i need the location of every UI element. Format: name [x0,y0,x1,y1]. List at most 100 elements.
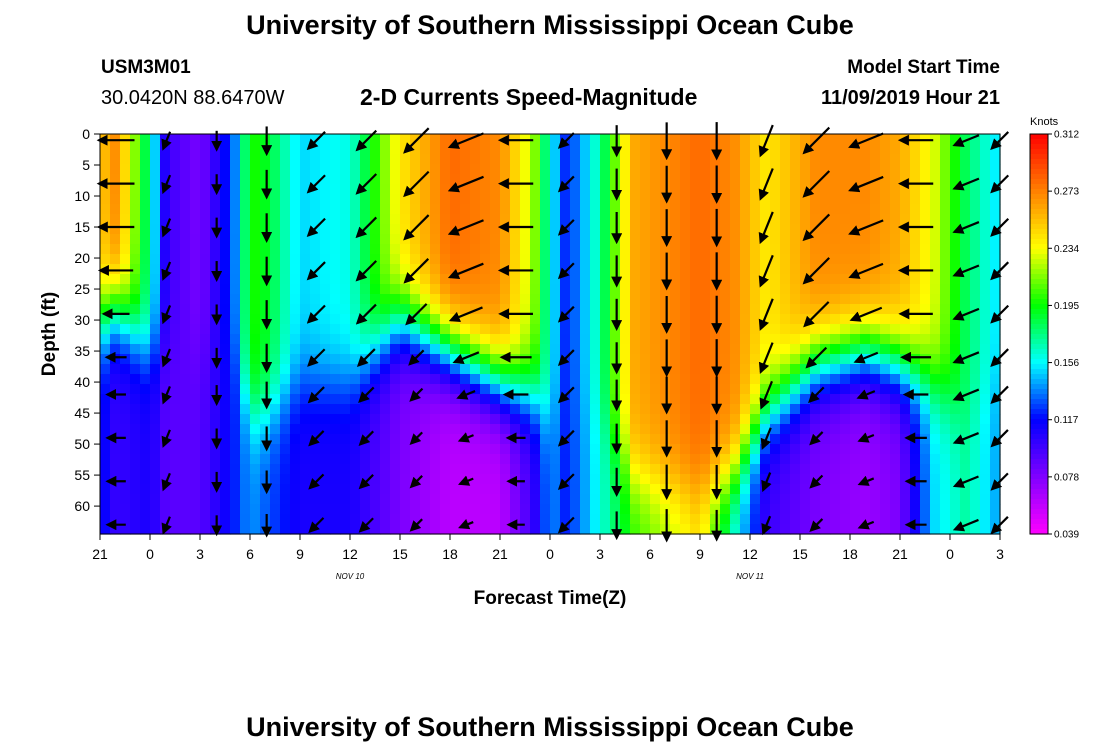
heatmap-cell [960,384,971,395]
heatmap-cell [840,204,851,215]
heatmap-cell [340,504,351,515]
heatmap-cell [580,384,591,395]
heatmap-cell [970,464,981,475]
heatmap-cell [560,424,571,435]
heatmap-cell [110,434,121,445]
heatmap-cell [330,414,341,425]
heatmap-cell [150,264,161,275]
heatmap-cell [990,444,1001,455]
heatmap-cell [880,474,891,485]
heatmap-cell [980,294,991,305]
heatmap-cell [650,134,661,145]
heatmap-cell [300,334,311,345]
heatmap-cell [790,284,801,295]
heatmap-cell [260,354,271,365]
heatmap-cell [240,364,251,375]
heatmap-cell [870,354,881,365]
heatmap-cell [820,484,831,495]
heatmap-cell [560,214,571,225]
heatmap-cell [710,494,721,505]
current-arrow [457,432,474,443]
heatmap-cell [370,414,381,425]
heatmap-cell [130,344,141,355]
heatmap-cell [700,164,711,175]
heatmap-cell [290,364,301,375]
heatmap-cell [520,404,531,415]
heatmap-cell [490,404,501,415]
heatmap-cell [370,304,381,315]
heatmap-cell [830,524,841,535]
heatmap-cell [910,444,921,455]
heatmap-cell [370,334,381,345]
heatmap-cell [500,394,511,405]
heatmap-cell [280,254,291,265]
heatmap-cell [460,464,471,475]
heatmap-cell [690,294,701,305]
colorbar-swatch [1030,219,1048,225]
heatmap-cell [810,384,821,395]
heatmap-cell [640,284,651,295]
heatmap-cell [830,224,841,235]
heatmap-cell [890,344,901,355]
heatmap-cell [660,374,671,385]
heatmap-cell [930,154,941,165]
heatmap-cell [330,144,341,155]
heatmap-cell [750,314,761,325]
heatmap-cell [920,254,931,265]
heatmap-cell [730,284,741,295]
heatmap-cell [870,504,881,515]
heatmap-cell [670,254,681,265]
heatmap-cell [930,134,941,145]
heatmap-cell [140,344,151,355]
heatmap-cell [740,484,751,495]
heatmap-cell [840,504,851,515]
heatmap-cell [910,454,921,465]
heatmap-cell [200,204,211,215]
heatmap-cell [930,364,941,375]
heatmap-cell [200,174,211,185]
heatmap-cell [770,194,781,205]
heatmap-cell [830,404,841,415]
heatmap-cell [360,334,371,345]
heatmap-cell [980,484,991,495]
heatmap-cell [840,384,851,395]
heatmap-cell [840,244,851,255]
heatmap-cell [900,254,911,265]
heatmap-cell [350,194,361,205]
heatmap-cell [860,244,871,255]
heatmap-cell [350,344,361,355]
heatmap-cell [720,354,731,365]
heatmap-cell [780,524,791,535]
heatmap-cell [890,484,901,495]
heatmap-cell [100,374,111,385]
current-arrow [952,177,980,191]
heatmap-cell [740,224,751,235]
heatmap-cell [730,504,741,515]
heatmap-cell [870,274,881,285]
heatmap-cell [770,274,781,285]
heatmap-cell [110,424,121,435]
heatmap-cell [240,334,251,345]
current-arrow [408,349,425,366]
heatmap-cell [560,514,571,525]
heatmap-cell [610,304,621,315]
heatmap-cell [110,504,121,515]
x-tick-label: 21 [492,546,508,562]
heatmap-cell [860,184,871,195]
heatmap-cell [360,404,371,415]
heatmap-cell [520,154,531,165]
heatmap-cell [540,494,551,505]
heatmap-cell [640,224,651,235]
heatmap-cell [870,244,881,255]
heatmap-cell [190,494,201,505]
heatmap-cell [170,384,181,395]
heatmap-cell [200,284,211,295]
heatmap-cell [890,304,901,315]
heatmap-cell [110,344,121,355]
heatmap-cell [710,454,721,465]
heatmap-cell [610,224,621,235]
heatmap-cell [730,484,741,495]
heatmap-cell [340,424,351,435]
heatmap-cell [260,424,271,435]
heatmap-cell [420,434,431,445]
